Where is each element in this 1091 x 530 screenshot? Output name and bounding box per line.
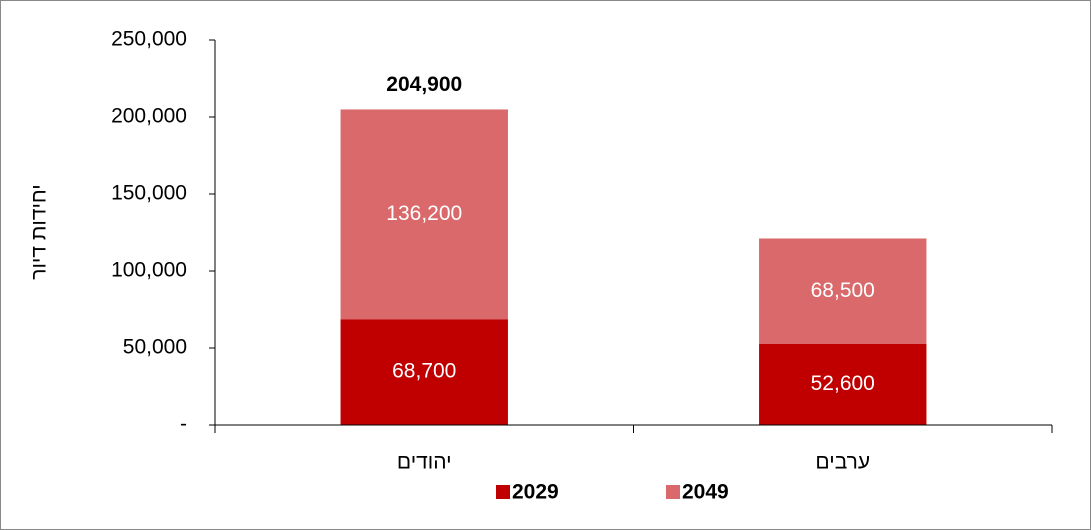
y-tick-label: - [180,413,187,436]
value-label: 68,700 [392,360,456,383]
y-tick-label: 250,000 [111,28,187,51]
y-tick-label: 50,000 [123,336,187,359]
total-label: 204,900 [386,73,462,96]
x-tick-label: יהודים [397,451,452,474]
legend-label: 2049 [682,481,729,504]
legend-label: 2029 [512,481,559,504]
y-axis-label: יחידות דיור [28,184,51,280]
legend-swatch [666,485,680,499]
value-label: 68,500 [811,279,875,302]
legend-swatch [496,485,510,499]
y-tick-label: 100,000 [111,259,187,282]
y-tick-label: 150,000 [111,182,187,205]
bar-segment [340,109,508,320]
bar-segment [759,238,927,344]
x-tick-label: ערבים [815,451,870,474]
y-tick-label: 200,000 [111,105,187,128]
bar-segment [759,343,927,425]
value-label: 136,200 [386,202,462,225]
bar-segment [340,319,508,425]
value-label: 52,600 [811,372,875,395]
